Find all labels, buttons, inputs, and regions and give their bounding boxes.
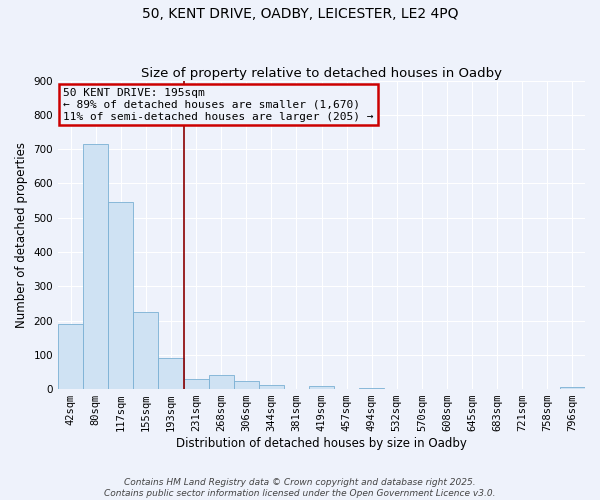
Bar <box>83 144 108 389</box>
Title: Size of property relative to detached houses in Oadby: Size of property relative to detached ho… <box>141 66 502 80</box>
Text: 50, KENT DRIVE, OADBY, LEICESTER, LE2 4PQ: 50, KENT DRIVE, OADBY, LEICESTER, LE2 4P… <box>142 8 458 22</box>
Bar <box>560 388 585 389</box>
Bar <box>184 379 209 389</box>
Bar <box>108 202 133 389</box>
Bar <box>158 358 184 389</box>
Bar <box>209 376 233 389</box>
Y-axis label: Number of detached properties: Number of detached properties <box>15 142 28 328</box>
Text: Contains HM Land Registry data © Crown copyright and database right 2025.
Contai: Contains HM Land Registry data © Crown c… <box>104 478 496 498</box>
Text: 50 KENT DRIVE: 195sqm
← 89% of detached houses are smaller (1,670)
11% of semi-d: 50 KENT DRIVE: 195sqm ← 89% of detached … <box>64 88 374 122</box>
Bar <box>259 384 284 389</box>
Bar <box>58 324 83 389</box>
Bar <box>359 388 384 389</box>
X-axis label: Distribution of detached houses by size in Oadby: Distribution of detached houses by size … <box>176 437 467 450</box>
Bar <box>133 312 158 389</box>
Bar <box>233 380 259 389</box>
Bar <box>309 386 334 389</box>
